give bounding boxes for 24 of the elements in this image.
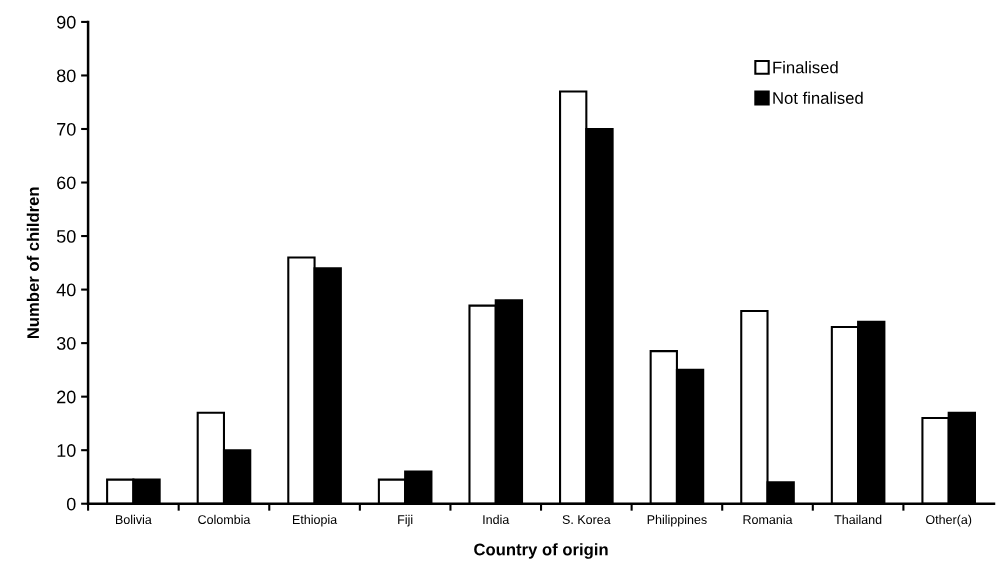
- y-tick-label: 10: [57, 444, 76, 457]
- x-tick-label: Ethiopia: [293, 514, 338, 527]
- y-tick-label: 40: [56, 283, 76, 297]
- x-tick-label: India: [483, 514, 510, 525]
- y-tick-label: 20: [57, 390, 76, 404]
- y-tick-label: 90: [57, 15, 76, 29]
- x-tick-label: Philippines: [647, 514, 707, 527]
- y-tick-label: 70: [57, 122, 76, 136]
- y-axis-title: Number of children: [26, 187, 40, 339]
- x-tick-label: S. Korea: [562, 515, 611, 525]
- y-tick-label: 30: [56, 337, 76, 350]
- x-tick-label: Colombia: [198, 514, 251, 525]
- x-tick-label: Romania: [743, 514, 793, 525]
- x-tick-label: Bolivia: [116, 514, 152, 525]
- x-tick-label: Fiji: [398, 514, 413, 527]
- x-tick-label: Other(a): [926, 514, 972, 527]
- legend-label: Finalised: [773, 61, 838, 74]
- y-tick-label: 50: [56, 229, 76, 243]
- y-tick-label: 80: [56, 69, 76, 83]
- legend-label: Not finalised: [773, 91, 863, 104]
- x-axis-title: Country of origin: [474, 543, 608, 559]
- y-tick-label: 60: [57, 176, 76, 190]
- x-tick-label: Thailand: [834, 514, 882, 525]
- y-tick-label: 0: [66, 497, 76, 511]
